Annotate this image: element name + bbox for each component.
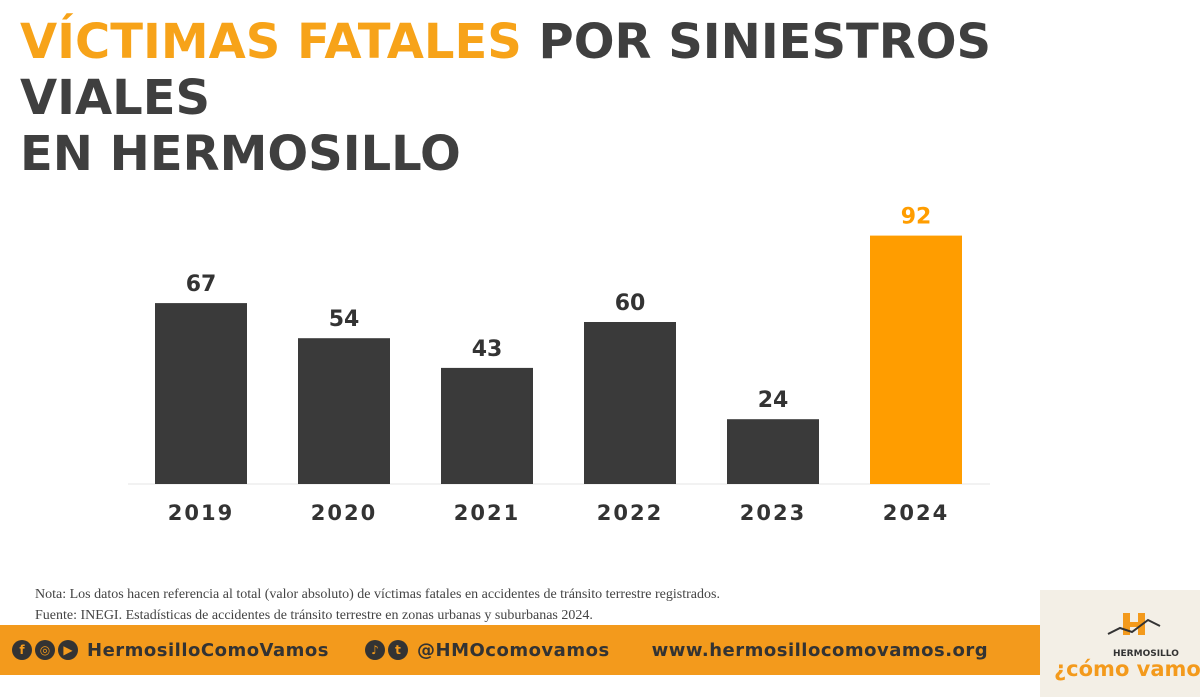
youtube-icon[interactable]: ▶ xyxy=(58,640,78,660)
title-line2: EN HERMOSILLO xyxy=(20,126,461,182)
bar-2019 xyxy=(155,303,247,484)
website-link[interactable]: www.hermosillocomovamos.org xyxy=(651,639,989,661)
social-group-1: f ◎ ▶ HermosilloComoVamos xyxy=(12,640,329,661)
data-label-2019: 67 xyxy=(186,272,217,297)
bar-2021 xyxy=(441,367,533,484)
data-label-2024: 92 xyxy=(901,205,932,230)
x-tick-2022: 2022 xyxy=(597,501,663,525)
note-text: Nota: Los datos hacen referencia al tota… xyxy=(35,587,720,602)
bar-2022 xyxy=(584,322,676,484)
logo-small-text: HERMOSILLO xyxy=(1113,649,1179,659)
data-label-2021: 43 xyxy=(472,337,503,362)
title-highlight: VÍCTIMAS FATALES xyxy=(20,14,522,70)
bar-2020 xyxy=(298,338,390,484)
bar-2024 xyxy=(870,235,962,484)
chart-title: VÍCTIMAS FATALES POR SINIESTROS VIALES E… xyxy=(20,14,1180,182)
x-tick-2021: 2021 xyxy=(454,501,520,525)
social-group-2: ♪ t @HMOcomovamos xyxy=(365,640,610,661)
title-rest: POR SINIESTROS VIALES xyxy=(20,14,992,126)
data-label-2022: 60 xyxy=(615,291,646,316)
footer-bar: f ◎ ▶ HermosilloComoVamos ♪ t @HMOcomova… xyxy=(0,625,1200,675)
instagram-icon[interactable]: ◎ xyxy=(35,640,55,660)
facebook-icon[interactable]: f xyxy=(12,640,32,660)
handle-hermosillo-como-vamos[interactable]: HermosilloComoVamos xyxy=(87,639,329,661)
bar-2023 xyxy=(727,419,819,484)
x-tick-2023: 2023 xyxy=(740,501,806,525)
logo-graphic xyxy=(1107,613,1161,635)
source-text: Fuente: INEGI. Estadísticas de accidente… xyxy=(35,608,593,623)
handle-hmocomovamos[interactable]: @HMOcomovamos xyxy=(417,639,610,661)
x-tick-2019: 2019 xyxy=(168,501,234,525)
logo-big-text: ¿cómo vamos? xyxy=(1054,657,1200,681)
logo: HERMOSILLO ¿cómo vamos? xyxy=(1040,590,1200,697)
website-group: www.hermosillocomovamos.org xyxy=(646,640,989,661)
x-tick-2020: 2020 xyxy=(311,501,377,525)
data-label-2020: 54 xyxy=(329,307,360,332)
chart-notes: Nota: Los datos hacen referencia al tota… xyxy=(35,584,720,626)
data-label-2023: 24 xyxy=(758,388,789,413)
tiktok-icon[interactable]: ♪ xyxy=(365,640,385,660)
x-tick-2024: 2024 xyxy=(883,501,949,525)
bar-chart: 67 2019 54 2020 43 2021 60 2022 24 2023 92 2024 xyxy=(128,205,990,525)
twitter-icon[interactable]: t xyxy=(388,640,408,660)
